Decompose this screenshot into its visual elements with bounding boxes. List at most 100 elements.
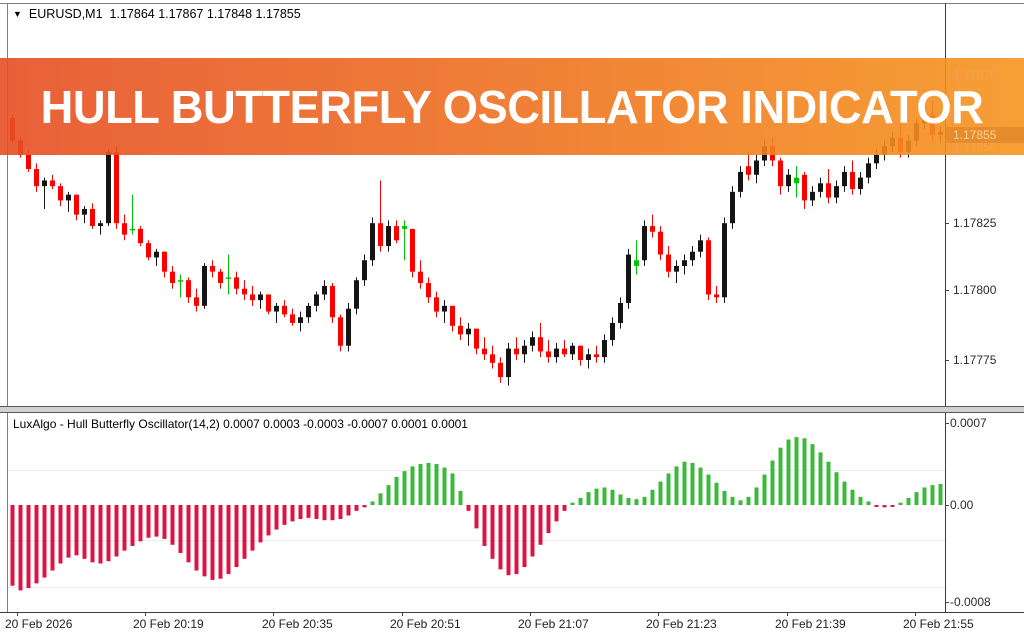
window-top-border	[0, 3, 1024, 4]
oscillator-bar	[234, 505, 239, 568]
oscillator-bar	[490, 505, 495, 559]
oscillator-bar	[482, 505, 487, 546]
candle-body	[98, 223, 103, 227]
panel-separator-band[interactable]	[0, 407, 1024, 412]
candle-body	[698, 240, 703, 252]
oscillator-bar	[434, 464, 439, 505]
oscillator-bar	[58, 505, 63, 564]
chart-dropdown-icon[interactable]: ▼	[13, 8, 22, 19]
candle-body	[450, 305, 455, 326]
oscillator-bar	[66, 505, 71, 558]
oscillator-bar	[810, 444, 815, 505]
oscillator-bar	[506, 505, 511, 576]
oscillator-bar	[18, 505, 23, 591]
candle-wick	[380, 180, 381, 252]
candle-body	[578, 345, 583, 360]
oscillator-header[interactable]: LuxAlgo - Hull Butterfly Oscillator(14,2…	[13, 417, 468, 431]
candle-body	[154, 251, 159, 258]
candle-body	[410, 228, 415, 272]
time-axis-label: 20 Feb 20:35	[262, 617, 333, 631]
candle-body	[26, 154, 31, 170]
oscillator-bar	[802, 438, 807, 505]
candle-body	[314, 294, 319, 306]
oscillator-gridline	[8, 469, 945, 471]
candle-body	[818, 183, 823, 192]
oscillator-bar	[498, 505, 503, 570]
symbol-timeframe-label: EURUSD,M1	[28, 7, 103, 21]
window-left-border	[7, 3, 8, 612]
candle-wick	[44, 177, 45, 209]
oscillator-bar	[258, 505, 263, 543]
candle-body	[530, 337, 535, 346]
oscillator-bar	[738, 500, 743, 505]
oscillator-bar	[114, 505, 119, 557]
chart-right-border	[945, 3, 946, 612]
oscillator-bar	[146, 505, 151, 538]
time-tick	[17, 612, 18, 616]
oscillator-bar	[186, 505, 191, 563]
time-axis-label: 20 Feb 20:51	[390, 617, 461, 631]
candle-body	[426, 283, 431, 298]
candle-body	[346, 308, 351, 346]
oscillator-tick	[945, 602, 949, 603]
candle-wick	[276, 303, 277, 323]
candle-body	[370, 223, 375, 261]
candle-body	[570, 345, 575, 355]
oscillator-bar	[706, 474, 711, 505]
candle-body	[594, 354, 599, 358]
chart-title-bar[interactable]: ▼ EURUSD,M1 1.17864 1.17867 1.17848 1.17…	[13, 6, 301, 22]
banner-price-label: 1.17875	[953, 68, 997, 82]
oscillator-bar	[762, 474, 767, 505]
candle-body	[850, 171, 855, 189]
oscillator-values: 0.0007 0.0003 -0.0003 -0.0007 0.0001 0.0…	[223, 417, 468, 431]
time-tick	[658, 612, 659, 616]
candle-body	[674, 265, 679, 272]
panel-separator[interactable]	[0, 406, 1024, 407]
oscillator-bar	[34, 505, 39, 584]
price-tick	[945, 360, 949, 361]
oscillator-bar	[330, 505, 335, 521]
candle-body	[210, 265, 215, 272]
oscillator-bar	[370, 501, 375, 505]
oscillator-bar	[266, 505, 271, 536]
candle-body	[786, 174, 791, 187]
candle-body	[442, 305, 447, 312]
candle-body	[242, 288, 247, 295]
oscillator-bar	[698, 467, 703, 505]
oscillator-bar	[394, 476, 399, 505]
time-tick	[530, 612, 531, 616]
oscillator-bar	[746, 496, 751, 505]
candle-body	[82, 208, 87, 215]
oscillator-bar	[562, 505, 567, 511]
oscillator-chart[interactable]	[8, 413, 945, 612]
oscillator-bar	[242, 505, 247, 559]
oscillator-bar	[74, 505, 79, 556]
oscillator-bar	[930, 485, 935, 505]
candle-body	[658, 231, 663, 255]
time-axis-label: 20 Feb 21:23	[646, 617, 717, 631]
oscillator-bar	[626, 497, 631, 505]
oscillator-tick	[945, 423, 949, 424]
candle-body	[858, 177, 863, 189]
candle-body	[586, 354, 591, 360]
panel-separator-line[interactable]	[0, 412, 1024, 413]
oscillator-bar	[226, 505, 231, 575]
oscillator-gridline	[8, 540, 945, 542]
current-price-label: 1.17855	[953, 128, 997, 142]
candle-body	[234, 277, 239, 289]
oscillator-bar	[826, 461, 831, 505]
oscillator-bar	[642, 496, 647, 505]
candle-body	[682, 260, 687, 266]
candle-body	[618, 303, 623, 323]
candle-body	[554, 348, 559, 358]
oscillator-bar	[26, 505, 31, 589]
oscillator-bar	[722, 490, 727, 505]
candle-body	[114, 151, 119, 224]
candle-body	[418, 271, 423, 284]
oscillator-bar	[522, 505, 527, 568]
banner-price-label: 1.17850	[953, 140, 997, 154]
oscillator-bar	[650, 489, 655, 505]
oscillator-bar	[610, 489, 615, 505]
candle-body	[706, 240, 711, 295]
candle-body	[546, 351, 551, 358]
